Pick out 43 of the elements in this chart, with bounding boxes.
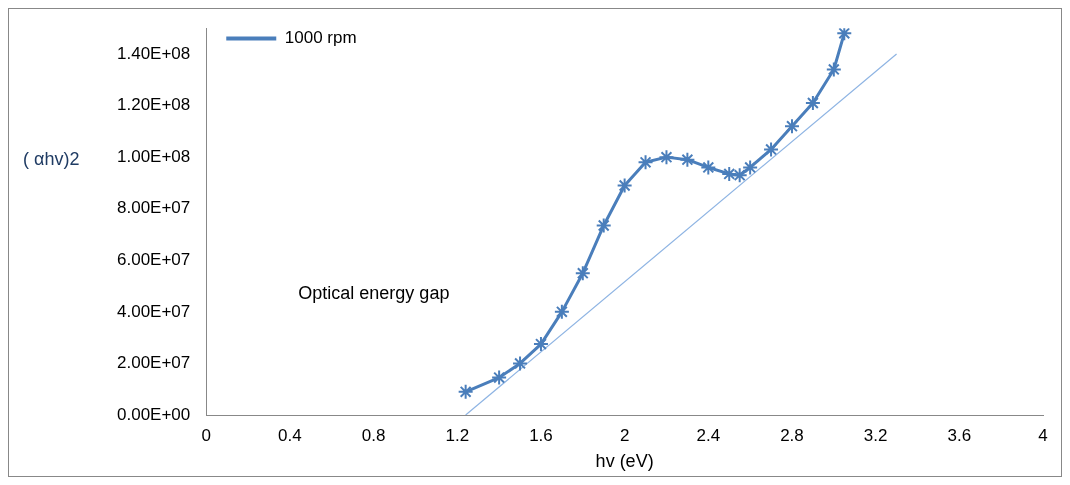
point (658, 149, 675, 166)
point (804, 94, 821, 111)
point (763, 141, 780, 158)
point (731, 167, 748, 184)
x-tick-label: 4 (1038, 425, 1048, 445)
point (825, 61, 842, 78)
y-tick-label: 1.20E+08 (117, 95, 191, 115)
point (532, 336, 549, 353)
point (553, 303, 570, 320)
x-tick-label: 0 (201, 425, 211, 445)
x-tick-label: 2.8 (780, 425, 804, 445)
annotation: Optical energy gap (298, 282, 450, 303)
point (679, 151, 696, 168)
y-tick-label: 1.00E+08 (117, 146, 191, 166)
x-tick-label: 0.4 (278, 425, 302, 445)
point (721, 165, 738, 182)
point (742, 159, 759, 176)
point (595, 217, 612, 234)
point (700, 159, 717, 176)
point (574, 265, 591, 282)
point (836, 28, 853, 42)
y-tick-label: 2.00E+07 (117, 353, 191, 373)
point (512, 355, 529, 372)
y-tick-label: 4.00E+07 (117, 301, 191, 321)
x-tick-label: 2 (619, 425, 630, 445)
x-axis-title: hv (eV) (595, 451, 654, 472)
x-tick-label: 3.6 (947, 425, 972, 445)
x-tick-label: 3.2 (863, 425, 888, 445)
y-tick-label: 8.00E+07 (117, 198, 191, 218)
x-tick-label: 1.2 (445, 425, 470, 445)
x-tick-label: 2.4 (696, 425, 721, 445)
point (783, 118, 800, 135)
y-tick-label: 0.00E+00 (117, 404, 191, 424)
y-axis-title: ( αhv)2 (23, 149, 80, 170)
point (616, 177, 633, 194)
x-tick-label: 1.6 (529, 425, 553, 445)
point (637, 154, 654, 171)
point (457, 383, 474, 400)
y-tick-label: 6.00E+07 (117, 249, 191, 269)
y-tick-label: 1.40E+08 (117, 43, 191, 63)
x-tick-label: 0.8 (361, 425, 386, 445)
point (491, 369, 508, 386)
legend-label: 1000 rpm (284, 28, 357, 48)
